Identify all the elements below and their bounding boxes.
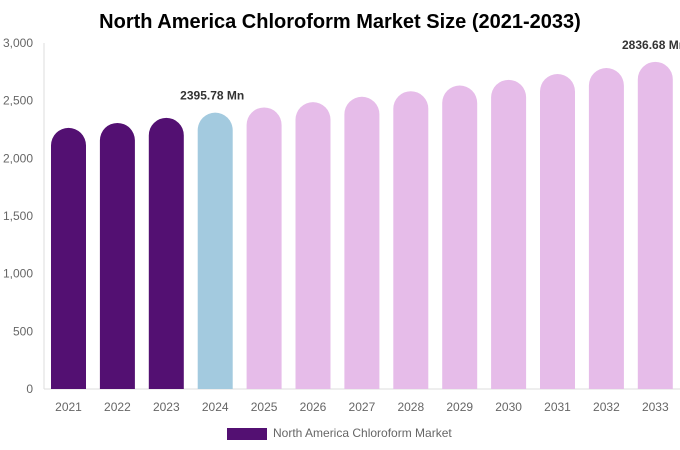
y-tick-label: 3,000 xyxy=(3,36,33,50)
x-tick-label: 2030 xyxy=(495,400,522,414)
y-tick-label: 2,000 xyxy=(3,151,33,165)
bar-2027[interactable] xyxy=(344,96,380,389)
legend[interactable]: North America Chloroform Market xyxy=(227,426,452,440)
legend-label: North America Chloroform Market xyxy=(273,426,452,440)
bar-2024[interactable] xyxy=(197,112,233,389)
bar-2021[interactable] xyxy=(51,127,86,389)
y-tick-label: 2,500 xyxy=(3,94,33,108)
y-tick-label: 1,500 xyxy=(3,209,33,223)
x-tick-label: 2024 xyxy=(202,400,229,414)
x-tick-label: 2026 xyxy=(300,400,327,414)
bar-2026[interactable] xyxy=(295,102,331,389)
x-tick-label: 2025 xyxy=(251,400,278,414)
x-tick-label: 2028 xyxy=(397,400,424,414)
x-tick-label: 2021 xyxy=(55,400,82,414)
legend-swatch xyxy=(227,428,267,440)
bar-2025[interactable] xyxy=(246,107,282,389)
y-tick-label: 500 xyxy=(13,324,33,338)
y-tick-label: 1,000 xyxy=(3,267,33,281)
data-label: 2395.78 Mn xyxy=(180,89,244,103)
bar-2023[interactable] xyxy=(148,117,184,390)
x-tick-label: 2033 xyxy=(642,400,669,414)
x-tick-label: 2027 xyxy=(349,400,376,414)
bar-2033[interactable] xyxy=(637,61,673,390)
x-tick-label: 2031 xyxy=(544,400,571,414)
x-tick-label: 2029 xyxy=(446,400,473,414)
x-tick-label: 2032 xyxy=(593,400,620,414)
y-tick-label: 0 xyxy=(26,382,33,396)
x-tick-label: 2023 xyxy=(153,400,180,414)
bar-2030[interactable] xyxy=(491,79,527,390)
bar-2031[interactable] xyxy=(540,74,575,390)
bar-2032[interactable] xyxy=(588,68,624,389)
chart-title: North America Chloroform Market Size (20… xyxy=(99,11,581,33)
data-label: 2836.68 Mn xyxy=(622,38,680,52)
x-tick-label: 2022 xyxy=(104,400,131,414)
bar-2022[interactable] xyxy=(99,122,135,389)
bar-2028[interactable] xyxy=(393,91,429,389)
bar-2029[interactable] xyxy=(442,85,478,390)
